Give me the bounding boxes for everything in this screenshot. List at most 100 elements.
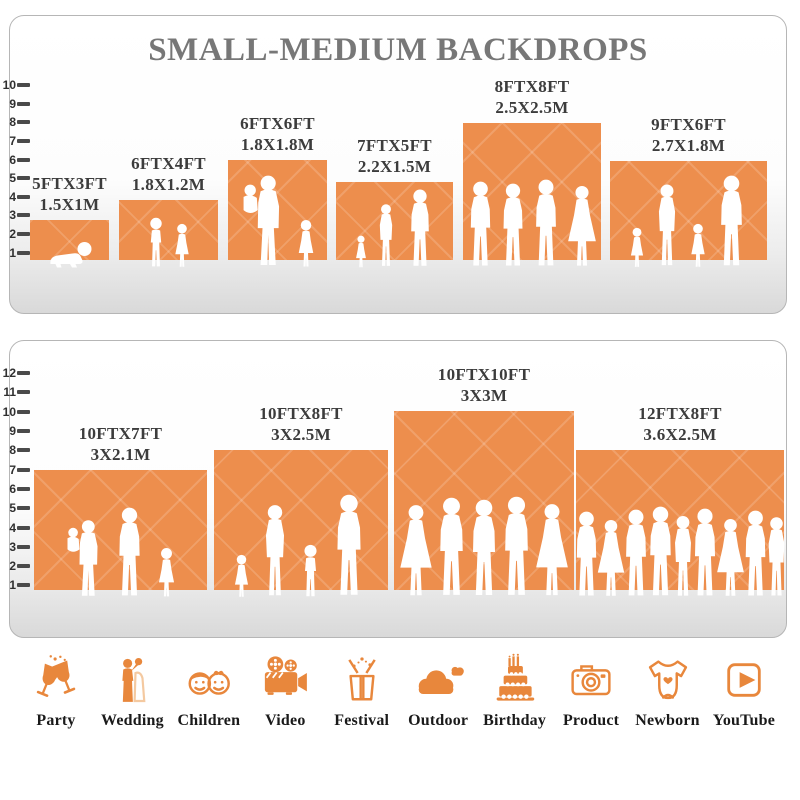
backdrop-10ftx7ft: 10FTX7FT 3X2.1M <box>34 424 207 590</box>
backdrop-size-label: 5FTX3FT 1.5X1M <box>32 174 107 215</box>
ruler-tick: 1 <box>1 578 30 592</box>
backdrop-size-feet: 10FTX10FT <box>437 365 531 385</box>
category-outdoor: Outdoor <box>402 652 474 730</box>
ruler-tick: 9 <box>1 424 30 438</box>
man-silhouette <box>403 189 437 269</box>
ruler-tick-number: 8 <box>9 115 16 130</box>
ruler-tick-mark <box>17 232 30 236</box>
ruler-tick: 7 <box>1 134 30 148</box>
ruler-tick: 8 <box>1 115 30 129</box>
backdrop-6ftx4ft: 6FTX4FT 1.8X1.2M <box>119 154 218 260</box>
girl-silhouette <box>153 547 180 599</box>
ruler-tick-mark <box>17 544 30 549</box>
ruler-tick-mark <box>17 157 30 162</box>
outdoor-icon <box>410 652 466 708</box>
ruler-tick-number: 4 <box>9 520 16 535</box>
backdrop-10ftx8ft: 10FTX8FT 3X2.5M <box>214 404 388 590</box>
ruler-tick-mark <box>17 448 30 453</box>
girl-silhouette <box>626 227 648 269</box>
backdrop-size-label: 10FTX10FT 3X3M <box>438 365 530 406</box>
wedding-icon <box>104 652 160 708</box>
backdrop-size-label: 8FTX8FT 2.5X2.5M <box>495 77 570 118</box>
ruler-tick-mark <box>17 371 30 376</box>
ruler-tick-mark <box>17 250 30 255</box>
category-product: Product <box>555 652 627 730</box>
ruler-tick: 12 <box>1 366 30 380</box>
ruler-tick-mark <box>17 390 30 395</box>
festival-icon <box>334 652 390 708</box>
ruler-tick-number: 8 <box>9 443 16 458</box>
backdrop-size-feet: 8FTX8FT <box>494 77 570 97</box>
ruler-tick-mark <box>17 139 30 143</box>
ruler-tick-mark <box>17 194 30 199</box>
category-newborn: Newborn <box>632 652 704 730</box>
ruler-tick-mark <box>17 409 30 414</box>
backdrop-6ftx6ft: 6FTX6FT 1.8X1.8M <box>228 114 327 260</box>
category-label: Festival <box>334 712 390 729</box>
ruler-tick-number: 6 <box>9 152 16 167</box>
category-festival: Festival <box>326 652 398 730</box>
backdrop-size-feet: 10FTX7FT <box>78 424 163 444</box>
category-label: Children <box>177 712 241 729</box>
girl-silhouette <box>170 223 194 269</box>
people-silhouettes <box>590 175 787 269</box>
youtube-icon <box>716 652 772 708</box>
ruler-tick-mark <box>17 101 30 106</box>
backdrop-size-label: 12FTX8FT 3.6X2.5M <box>638 404 722 445</box>
man-silhouette <box>462 181 499 269</box>
backdrop-size-meters: 2.2X1.5M <box>357 156 432 176</box>
backdrop-size-label: 9FTX6FT 2.7X1.8M <box>651 115 726 156</box>
ruler-tick: 10 <box>1 78 30 92</box>
backdrop-swatch <box>576 450 784 590</box>
category-label: YouTube <box>712 712 776 729</box>
ruler-tick-number: 9 <box>9 96 16 111</box>
people-silhouettes <box>556 506 800 599</box>
ruler-tick-number: 12 <box>2 366 16 381</box>
backdrop-swatch <box>610 161 767 260</box>
backdrop-size-feet: 6FTX6FT <box>240 114 315 134</box>
backdrop-size-meters: 3X3M <box>460 385 508 405</box>
ruler-tick-number: 11 <box>3 385 16 400</box>
ruler-tick-mark <box>17 120 30 125</box>
ruler-tick: 7 <box>1 463 30 477</box>
man-silhouette <box>327 494 371 599</box>
backdrop-size-meters: 2.7X1.8M <box>651 135 726 155</box>
crawling-baby-silhouette <box>44 239 95 269</box>
woman-silhouette <box>373 203 399 269</box>
backdrop-9ftx6ft: 9FTX6FT 2.7X1.8M <box>610 115 767 260</box>
backdrop-12ftx8ft: 12FTX8FT 3.6X2.5M <box>576 404 784 590</box>
category-video: Video <box>249 652 321 730</box>
backdrop-size-feet: 12FTX8FT <box>638 404 722 424</box>
ruler-tick-number: 3 <box>9 208 16 223</box>
backdrop-swatch <box>463 123 601 260</box>
backdrop-size-meters: 3X2.1M <box>90 444 151 464</box>
ruler-tick-number: 10 <box>2 404 16 419</box>
mother-holding-child-silhouette <box>61 519 106 599</box>
category-label: Wedding <box>101 712 164 729</box>
ruler-tick-number: 7 <box>9 462 16 477</box>
newborn-icon <box>640 652 696 708</box>
man-silhouette <box>110 507 149 599</box>
woman-silhouette <box>256 504 294 599</box>
man-silhouette <box>712 175 751 269</box>
ruler-tick: 6 <box>1 482 30 496</box>
ruler-tick-number: 6 <box>9 481 16 496</box>
ruler-tick: 10 <box>1 405 30 419</box>
backdrop-size-label: 10FTX8FT 3X2.5M <box>259 404 343 445</box>
backdrop-swatch <box>30 220 109 260</box>
size-panel-2: 1 2 3 4 5 6 7 8 9 10 11 12 10FTX7FT 3X2.1M 10FTX8FT 3X2… <box>3 340 787 638</box>
backdrop-size-meters: 3.6X2.5M <box>643 424 717 444</box>
ruler-tick: 9 <box>1 97 30 111</box>
ruler-tick-mark <box>17 467 30 472</box>
category-label: Birthday <box>483 712 547 729</box>
backdrop-swatch <box>394 411 574 590</box>
category-label: Party <box>36 712 76 729</box>
toddler-silhouette <box>231 554 252 599</box>
ruler-tick: 11 <box>1 385 30 399</box>
backdrop-size-feet: 5FTX3FT <box>32 174 107 194</box>
category-label: Outdoor <box>408 712 469 729</box>
ruler-tick: 3 <box>1 208 30 222</box>
ruler-tick: 4 <box>1 521 30 535</box>
girl-silhouette <box>686 223 710 269</box>
backdrop-size-feet: 10FTX8FT <box>259 404 343 424</box>
